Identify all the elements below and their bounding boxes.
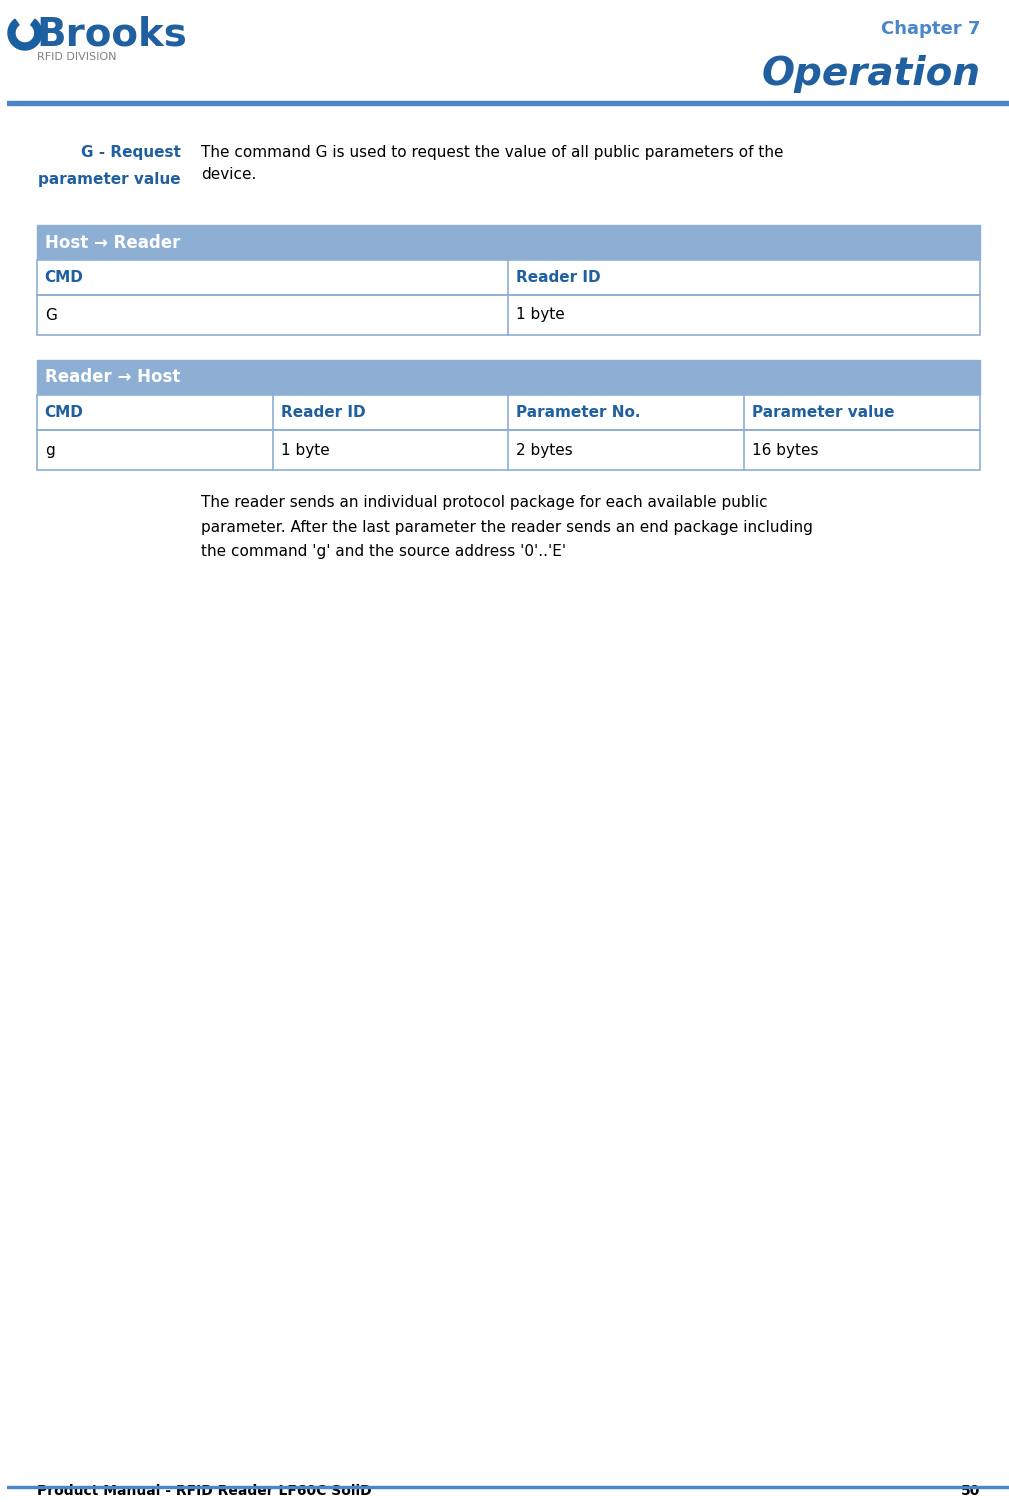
Bar <box>36 294 980 335</box>
Bar <box>36 430 980 470</box>
Bar <box>36 294 980 335</box>
Polygon shape <box>15 11 32 56</box>
Text: RFID DIVISION: RFID DIVISION <box>36 53 116 62</box>
Text: CMD: CMD <box>44 270 84 285</box>
Bar <box>7 1485 1009 1488</box>
Text: Parameter value: Parameter value <box>753 406 895 421</box>
Text: Reader ID: Reader ID <box>281 406 365 421</box>
Text: Brooks: Brooks <box>36 15 188 53</box>
Text: Parameter No.: Parameter No. <box>517 406 641 421</box>
Text: Operation: Operation <box>761 56 980 93</box>
Text: 50: 50 <box>961 1484 980 1497</box>
Text: g: g <box>44 443 54 458</box>
Text: Reader → Host: Reader → Host <box>44 368 181 386</box>
Text: Product Manual - RFID Reader LF60C SoliD: Product Manual - RFID Reader LF60C SoliD <box>36 1484 371 1497</box>
Text: 1 byte: 1 byte <box>517 308 565 323</box>
Polygon shape <box>8 20 41 50</box>
Text: The command G is used to request the value of all public parameters of the
devic: The command G is used to request the val… <box>201 146 783 182</box>
Text: CMD: CMD <box>44 406 84 421</box>
Text: Host → Reader: Host → Reader <box>44 233 181 251</box>
Bar <box>36 260 980 294</box>
Bar <box>36 225 980 260</box>
Bar <box>36 260 980 294</box>
Text: The reader sends an individual protocol package for each available public
parame: The reader sends an individual protocol … <box>201 496 812 559</box>
Bar <box>36 395 980 430</box>
Text: G: G <box>44 308 57 323</box>
Bar <box>36 430 980 470</box>
Text: Reader ID: Reader ID <box>517 270 601 285</box>
Bar <box>7 101 1009 105</box>
Text: Chapter 7: Chapter 7 <box>881 20 980 38</box>
Bar <box>36 360 980 395</box>
Text: 2 bytes: 2 bytes <box>517 443 573 458</box>
Text: G - Request
parameter value: G - Request parameter value <box>38 146 181 188</box>
Text: 1 byte: 1 byte <box>281 443 329 458</box>
Bar <box>36 395 980 430</box>
Text: 16 bytes: 16 bytes <box>753 443 818 458</box>
